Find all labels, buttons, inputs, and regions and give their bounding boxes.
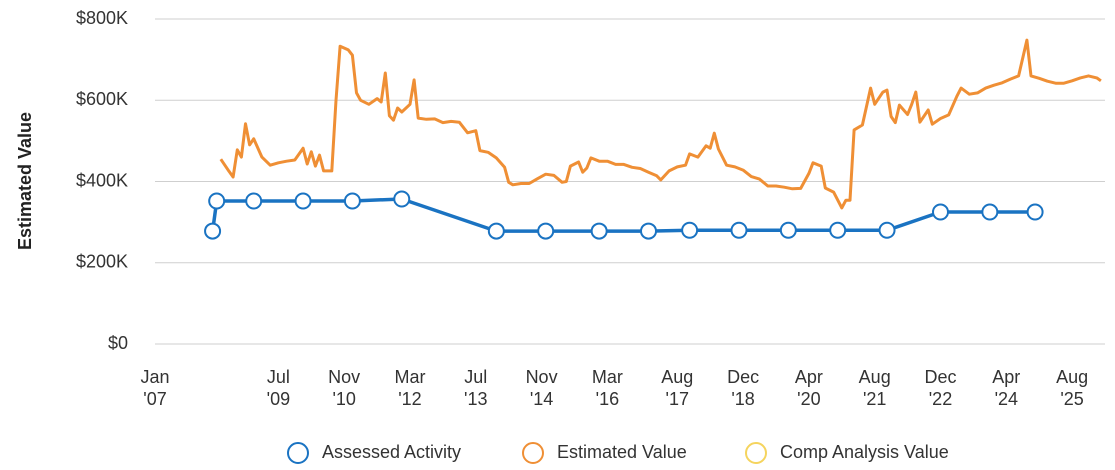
- data-point: [779, 221, 797, 239]
- data-point: [393, 190, 411, 208]
- x-tick-label: Dec '22: [924, 367, 956, 409]
- x-tick-label: Mar '16: [592, 367, 623, 409]
- y-tick-label: $600K: [76, 89, 128, 109]
- data-point: [487, 222, 505, 240]
- data-point: [931, 203, 949, 221]
- x-tick-label: Jul '13: [464, 367, 487, 409]
- data-point: [829, 221, 847, 239]
- data-point: [537, 222, 555, 240]
- x-tick-label: Aug '25: [1056, 367, 1088, 409]
- legend-marker: [287, 442, 309, 464]
- y-tick-label: $0: [108, 333, 128, 353]
- data-point: [640, 222, 658, 240]
- data-point: [1026, 203, 1044, 221]
- x-tick-label: Aug '21: [859, 367, 891, 409]
- y-tick-label: $800K: [76, 8, 128, 28]
- x-tick-label: Nov '10: [328, 367, 360, 409]
- x-tick-label: Apr '20: [795, 367, 823, 409]
- x-tick-label: Mar '12: [394, 367, 425, 409]
- legend-label: Assessed Activity: [322, 442, 461, 462]
- legend-marker: [745, 442, 767, 464]
- series-line: [210, 197, 1036, 233]
- series-line: [219, 38, 1102, 210]
- x-tick-label: Apr '24: [992, 367, 1020, 409]
- legend-label: Comp Analysis Value: [780, 442, 949, 462]
- legend-marker: [522, 442, 544, 464]
- data-point: [204, 222, 222, 240]
- x-tick-label: Aug '17: [661, 367, 693, 409]
- data-point: [208, 192, 226, 210]
- x-tick-label: Dec '18: [727, 367, 759, 409]
- data-point: [730, 221, 748, 239]
- y-axis-label: Estimated Value: [15, 112, 35, 250]
- legend-label: Estimated Value: [557, 442, 687, 462]
- y-tick-label: $400K: [76, 170, 128, 190]
- data-point: [343, 192, 361, 210]
- x-tick-label: Nov '14: [526, 367, 558, 409]
- x-tick-label: Jul '09: [267, 367, 290, 409]
- data-point: [981, 203, 999, 221]
- data-point: [681, 221, 699, 239]
- data-point: [294, 192, 312, 210]
- data-point: [590, 222, 608, 240]
- data-point: [878, 221, 896, 239]
- y-tick-label: $200K: [76, 252, 128, 272]
- x-tick-label: Jan '07: [140, 367, 169, 409]
- data-point: [245, 192, 263, 210]
